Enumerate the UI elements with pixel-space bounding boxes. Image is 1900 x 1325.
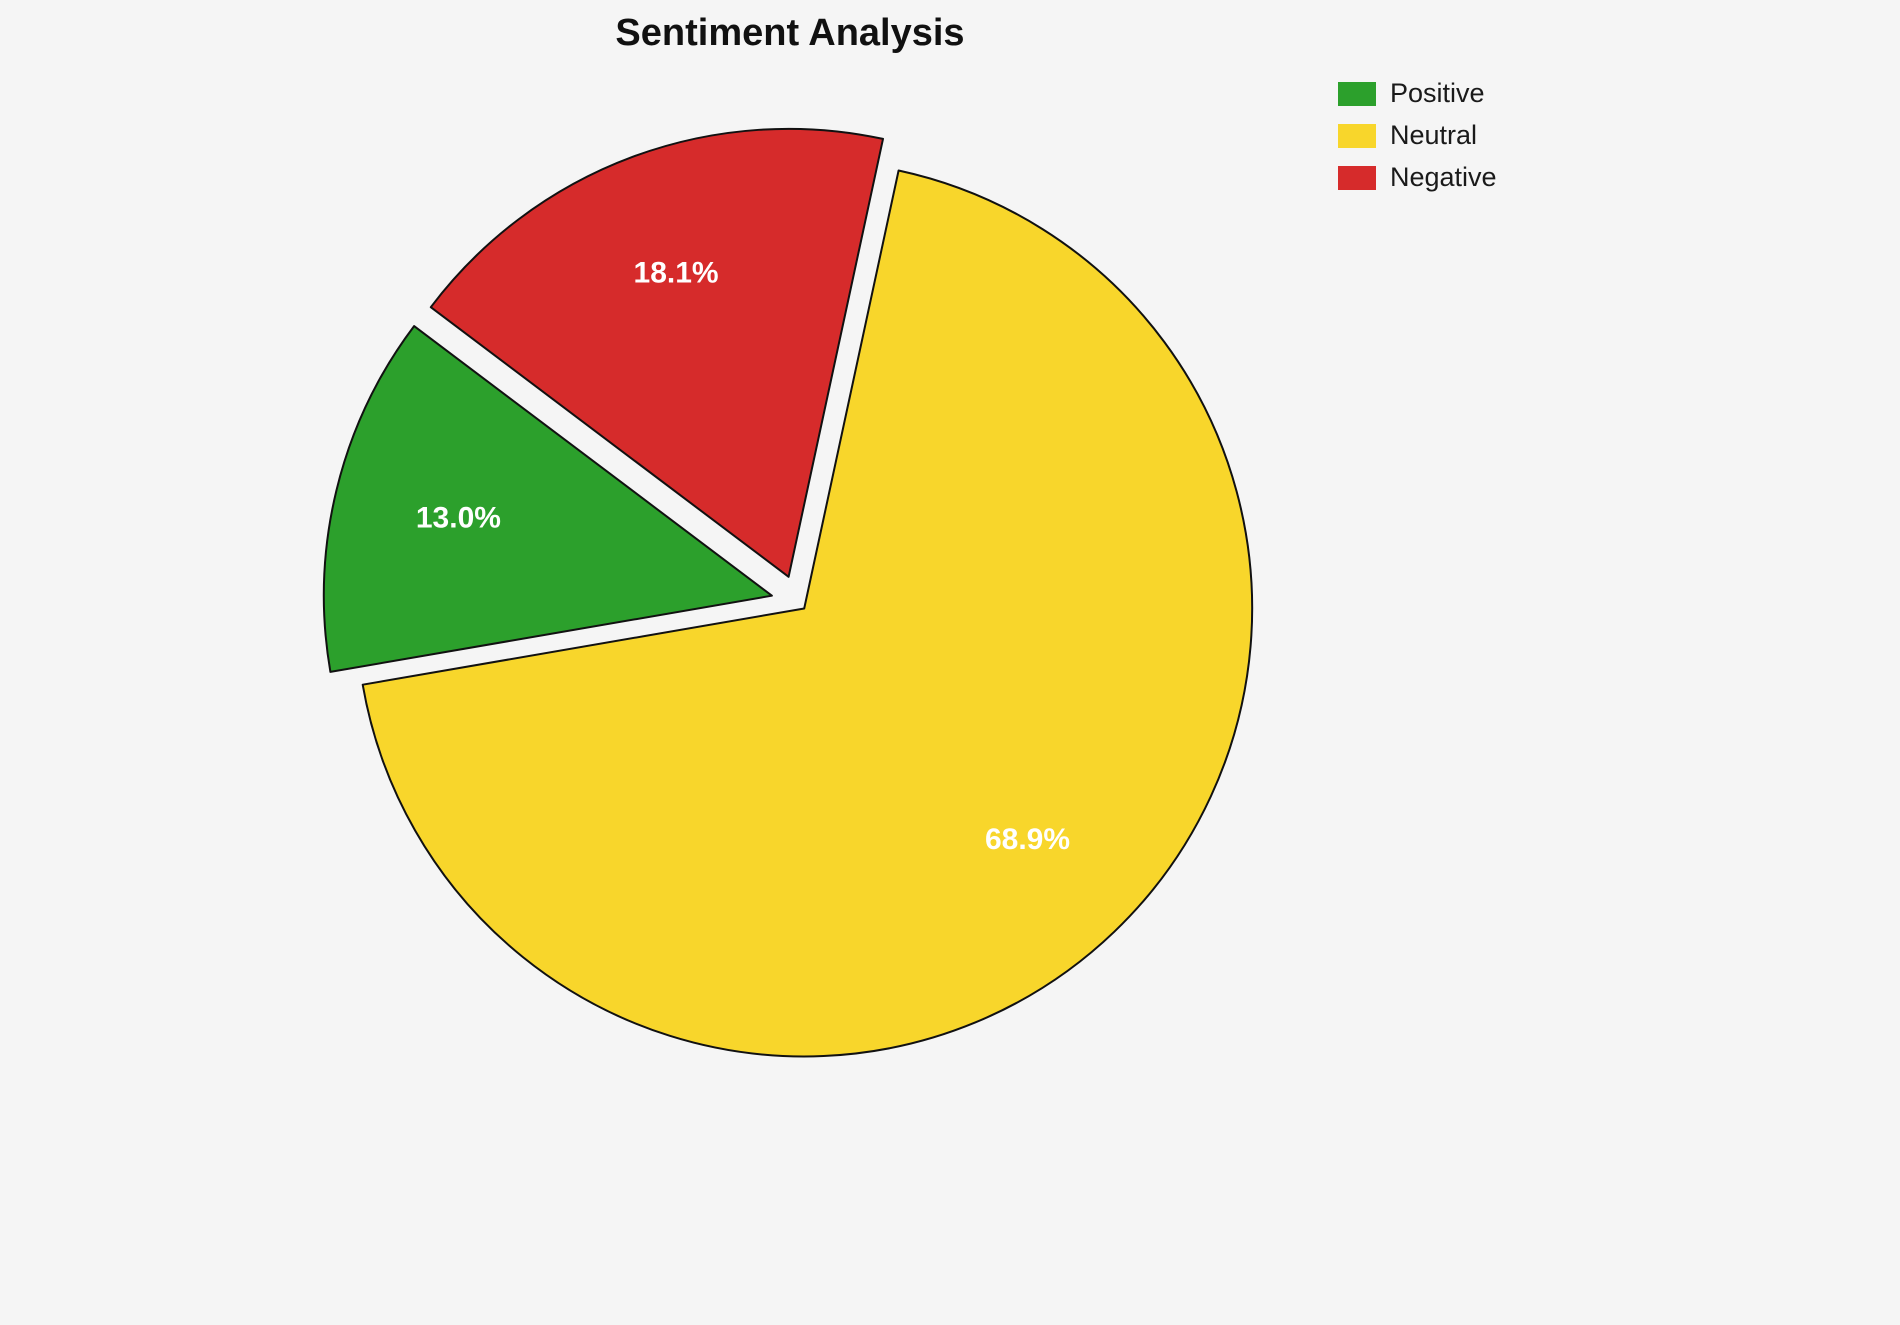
legend-item-positive: Positive (1338, 80, 1497, 107)
legend-swatch-neutral (1338, 123, 1376, 148)
legend-swatch-negative (1338, 165, 1376, 190)
pie-slice-negative (429, 127, 884, 578)
legend-label-neutral: Neutral (1390, 120, 1478, 150)
legend-item-negative: Negative (1338, 164, 1497, 191)
legend-label-negative: Negative (1390, 162, 1497, 192)
percent-label-negative: 18.1% (634, 256, 719, 289)
pie-slice-neutral (361, 169, 1254, 1058)
percent-label-neutral: 68.9% (985, 823, 1070, 856)
legend-item-neutral: Neutral (1338, 122, 1497, 149)
legend-swatch-positive (1338, 81, 1376, 106)
legend-label-positive: Positive (1390, 78, 1485, 108)
pie-slice-positive (322, 325, 773, 673)
legend: Positive Neutral Negative (1338, 80, 1497, 191)
chart-title: Sentiment Analysis (615, 12, 965, 54)
percent-label-positive: 13.0% (416, 502, 501, 535)
